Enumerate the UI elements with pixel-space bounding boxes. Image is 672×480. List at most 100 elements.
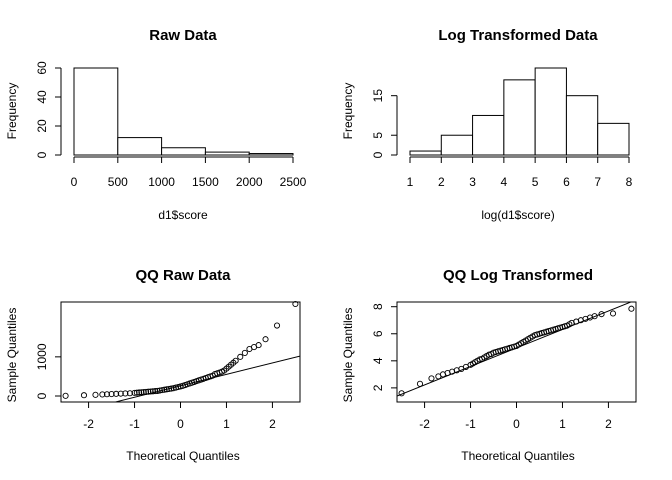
x-tick-label: 1500: [192, 175, 219, 189]
qq-point: [292, 300, 299, 308]
y-tick-label: 0: [371, 151, 385, 158]
y-tick-label: 4: [371, 357, 385, 364]
histogram-bar: [248, 153, 294, 156]
y-tick-label: 20: [35, 119, 49, 133]
qq-point: [152, 388, 159, 395]
histogram-bar: [597, 122, 630, 156]
y-axis-label: Sample Quantiles: [341, 308, 355, 403]
histogram-bar: [440, 134, 474, 156]
qq-point: [131, 389, 138, 396]
x-tick-label: 3: [469, 175, 476, 189]
qq-point: [609, 310, 617, 317]
x-tick-label: 0: [513, 417, 520, 431]
qq-point: [159, 387, 166, 394]
x-tick-label: 1: [559, 417, 566, 431]
x-tick-label: -1: [129, 417, 140, 431]
y-tick-label: 15: [371, 89, 385, 103]
x-axis-label: log(d1$score): [481, 208, 554, 222]
x-tick-label: 5: [532, 175, 539, 189]
qq-point: [80, 392, 88, 399]
panel-title: Log Transformed Data: [438, 27, 598, 44]
qq-point: [165, 385, 173, 393]
qq-point: [145, 388, 152, 395]
qq-point: [273, 322, 281, 329]
x-tick-label: 2500: [280, 175, 307, 189]
qq-point: [122, 390, 129, 397]
panel-title: QQ Log Transformed: [443, 267, 593, 284]
y-axis-label: Sample Quantiles: [5, 308, 19, 403]
qq-point: [126, 390, 133, 397]
y-axis-label: Frequency: [5, 83, 19, 140]
qq-point: [398, 390, 405, 397]
qq-point: [262, 336, 269, 343]
qq-point: [62, 392, 69, 399]
plot-frame: [396, 301, 637, 403]
qq-point: [142, 388, 150, 395]
x-tick-label: 0: [71, 175, 78, 189]
qq-point: [628, 305, 635, 312]
x-tick-label: 2000: [236, 175, 263, 189]
qq-point: [99, 391, 106, 398]
histogram-bar: [534, 67, 567, 156]
qq-point: [133, 389, 140, 396]
y-tick-label: 5: [371, 132, 385, 139]
y-tick-label: 60: [35, 61, 49, 75]
x-axis-label: Theoretical Quantiles: [461, 449, 574, 463]
qq-point: [168, 385, 175, 392]
panel-qq-raw: QQ Raw Data Theoretical Quantiles Sample…: [5, 267, 301, 463]
x-tick-label: 1: [223, 417, 230, 431]
x-tick-label: -2: [83, 417, 94, 431]
y-tick-label: 1000: [35, 343, 49, 370]
qq-point: [241, 349, 248, 356]
histogram-bar: [503, 79, 536, 156]
x-tick-label: -1: [465, 417, 476, 431]
panel-qq-log: QQ Log Transformed Theoretical Quantiles…: [341, 267, 637, 463]
qq-point: [103, 391, 111, 398]
qq-point: [591, 313, 598, 320]
qq-point: [108, 390, 115, 398]
histogram-bar: [409, 150, 442, 156]
qq-point: [598, 311, 605, 318]
panel-title: QQ Raw Data: [135, 267, 231, 284]
qq-point: [237, 353, 244, 360]
histogram-bar: [472, 114, 505, 156]
x-tick-label: 2: [269, 417, 276, 431]
qq-point: [156, 387, 163, 394]
x-axis-label: d1$score: [158, 208, 208, 222]
panel-log-histogram: Log Transformed Data log(d1$score) Frequ…: [341, 27, 633, 222]
qq-point: [163, 386, 170, 393]
y-axis-label: Frequency: [341, 83, 355, 140]
x-tick-label: 500: [108, 175, 128, 189]
x-tick-label: 6: [563, 175, 570, 189]
qq-point: [138, 389, 145, 396]
x-tick-label: -2: [419, 417, 430, 431]
x-tick-label: 1000: [148, 175, 175, 189]
qq-point: [416, 380, 424, 387]
x-tick-label: 7: [594, 175, 601, 189]
x-tick-label: 1: [407, 175, 414, 189]
y-tick-label: 6: [371, 330, 385, 337]
y-tick-label: 40: [35, 90, 49, 104]
y-tick-label: 2: [371, 384, 385, 391]
y-tick-label: 0: [35, 151, 49, 158]
qq-point: [161, 386, 168, 393]
x-tick-label: 4: [501, 175, 508, 189]
qq-point: [232, 357, 239, 364]
x-tick-label: 0: [177, 417, 184, 431]
qq-point: [113, 390, 120, 397]
qq-point: [149, 388, 156, 395]
histogram-bar: [204, 151, 250, 156]
histogram-bar: [161, 147, 206, 156]
qq-point: [154, 387, 161, 394]
histogram-bar: [565, 95, 599, 156]
qq-point: [255, 342, 262, 349]
x-tick-label: 2: [605, 417, 612, 431]
histogram-bar: [117, 137, 163, 156]
panel-raw-histogram: Raw Data d1$score Frequency 0 500 1000 1500…: [5, 27, 307, 222]
qq-point: [147, 388, 154, 395]
qq-point: [92, 391, 99, 398]
x-tick-label: 2: [438, 175, 445, 189]
y-tick-label: 8: [371, 303, 385, 310]
qq-point: [428, 375, 435, 382]
